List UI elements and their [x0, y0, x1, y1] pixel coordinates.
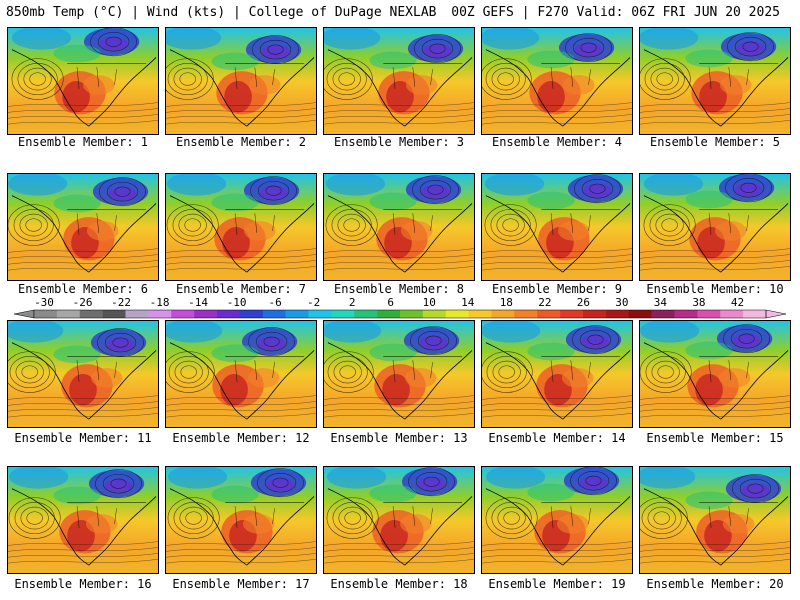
- colorbar-swatch: [79, 310, 103, 318]
- colorbar-tick-label: -6: [269, 296, 282, 309]
- ensemble-map-2: [165, 27, 317, 135]
- colorbar-tick-label: 42: [731, 296, 744, 309]
- ensemble-map-18: [323, 466, 475, 574]
- colorbar-swatch: [445, 310, 469, 318]
- colorbar-swatch: [514, 310, 538, 318]
- colorbar-tick-label: 2: [349, 296, 356, 309]
- colorbar-tick-label: 30: [615, 296, 628, 309]
- colorbar-swatch: [56, 310, 81, 318]
- colorbar-swatch: [285, 310, 309, 318]
- colorbar-swatch: [377, 310, 401, 318]
- ensemble-member-label: Ensemble Member: 12: [172, 431, 310, 445]
- ensemble-map-4: [481, 27, 633, 135]
- colorbar-swatch: [491, 310, 515, 318]
- ensemble-map-7: [165, 173, 317, 281]
- ensemble-member-label: Ensemble Member: 16: [14, 577, 152, 591]
- ensemble-member-label: Ensemble Member: 19: [488, 577, 626, 591]
- ensemble-map-14: [481, 320, 633, 428]
- ensemble-map-8: [323, 173, 475, 281]
- ensemble-member-label: Ensemble Member: 15: [646, 431, 784, 445]
- colorbar-tick-label: -22: [111, 296, 131, 309]
- colorbar-swatch: [217, 310, 241, 318]
- ensemble-map-13: [323, 320, 475, 428]
- colorbar-swatch: [308, 310, 332, 318]
- ensemble-member-label: Ensemble Member: 10: [646, 282, 784, 296]
- ensemble-map-10: [639, 173, 791, 281]
- ensemble-member-label: Ensemble Member: 13: [330, 431, 468, 445]
- colorbar-swatch: [697, 310, 721, 318]
- ensemble-map-5: [639, 27, 791, 135]
- colorbar-swatch: [583, 310, 607, 318]
- colorbar-swatch: [125, 310, 149, 318]
- colorbar-tick-label: 26: [577, 296, 590, 309]
- header-title: 850mb Temp (°C) | Wind (kts) | College o…: [6, 5, 437, 20]
- colorbar-tick-label: 34: [654, 296, 668, 309]
- colorbar-tick-label: -14: [188, 296, 208, 309]
- ensemble-member-label: Ensemble Member: 2: [175, 135, 307, 149]
- colorbar-swatch: [331, 310, 355, 318]
- ensemble-member-label: Ensemble Member: 4: [491, 135, 623, 149]
- ensemble-map-16: [7, 466, 159, 574]
- colorbar-tick-label: -18: [150, 296, 170, 309]
- temperature-colorbar: -30 -26 -22 -18 -14 -10 -6 -2 2 6 10 14 18 22 26 30 34 38…: [13, 296, 787, 319]
- colorbar-swatch: [194, 310, 218, 318]
- colorbar-tick-label: -2: [307, 296, 320, 309]
- ensemble-member-label: Ensemble Member: 17: [172, 577, 310, 591]
- colorbar-swatch: [400, 310, 424, 318]
- ensemble-map-15: [639, 320, 791, 428]
- colorbar-swatch: [720, 310, 744, 318]
- colorbar-swatch: [537, 310, 561, 318]
- colorbar-tick-label: 22: [538, 296, 551, 309]
- colorbar-swatch: [605, 310, 630, 318]
- colorbar-arrow-left: [13, 309, 35, 319]
- colorbar-tick-label: 18: [500, 296, 513, 309]
- ensemble-map-20: [639, 466, 791, 574]
- colorbar-swatch: [354, 310, 378, 318]
- colorbar-swatch: [468, 310, 492, 318]
- colorbar-swatch: [171, 310, 195, 318]
- colorbar-swatch: [148, 310, 172, 318]
- colorbar-swatch: [743, 310, 767, 318]
- ensemble-map-11: [7, 320, 159, 428]
- ensemble-map-6: [7, 173, 159, 281]
- colorbar-swatch: [560, 310, 584, 318]
- ensemble-map-17: [165, 466, 317, 574]
- colorbar-arrow-right: [765, 309, 787, 319]
- colorbar-tick-label: 6: [387, 296, 394, 309]
- colorbar-swatch: [674, 310, 698, 318]
- colorbar-swatch: [262, 310, 286, 318]
- colorbar-swatch: [102, 310, 126, 318]
- colorbar-tick-label: -26: [73, 296, 93, 309]
- colorbar-tick-label: -10: [227, 296, 247, 309]
- ensemble-member-label: Ensemble Member: 6: [17, 282, 149, 296]
- colorbar-swatch: [628, 310, 652, 318]
- ensemble-map-1: [7, 27, 159, 135]
- ensemble-map-12: [165, 320, 317, 428]
- ensemble-member-label: Ensemble Member: 11: [14, 431, 152, 445]
- ensemble-member-label: Ensemble Member: 18: [330, 577, 468, 591]
- ensemble-member-label: Ensemble Member: 9: [491, 282, 623, 296]
- colorbar-tick-label: -30: [34, 296, 54, 309]
- colorbar-tick-label: 38: [692, 296, 705, 309]
- ensemble-member-label: Ensemble Member: 7: [175, 282, 307, 296]
- colorbar-swatch: [651, 310, 675, 318]
- header-run-info: 00Z GEFS | F270 Valid: 06Z FRI JUN 20 20…: [451, 5, 780, 20]
- ensemble-member-label: Ensemble Member: 14: [488, 431, 626, 445]
- colorbar-swatch: [422, 310, 447, 318]
- ensemble-member-label: Ensemble Member: 20: [646, 577, 784, 591]
- colorbar-tick-label: 10: [423, 296, 436, 309]
- ensemble-member-label: Ensemble Member: 3: [333, 135, 465, 149]
- colorbar-swatch: [34, 310, 58, 318]
- ensemble-member-label: Ensemble Member: 5: [649, 135, 781, 149]
- colorbar-swatch: [239, 310, 264, 318]
- colorbar-tick-label: 14: [461, 296, 475, 309]
- ensemble-map-19: [481, 466, 633, 574]
- ensemble-map-9: [481, 173, 633, 281]
- ensemble-map-3: [323, 27, 475, 135]
- ensemble-member-label: Ensemble Member: 1: [17, 135, 149, 149]
- ensemble-member-label: Ensemble Member: 8: [333, 282, 465, 296]
